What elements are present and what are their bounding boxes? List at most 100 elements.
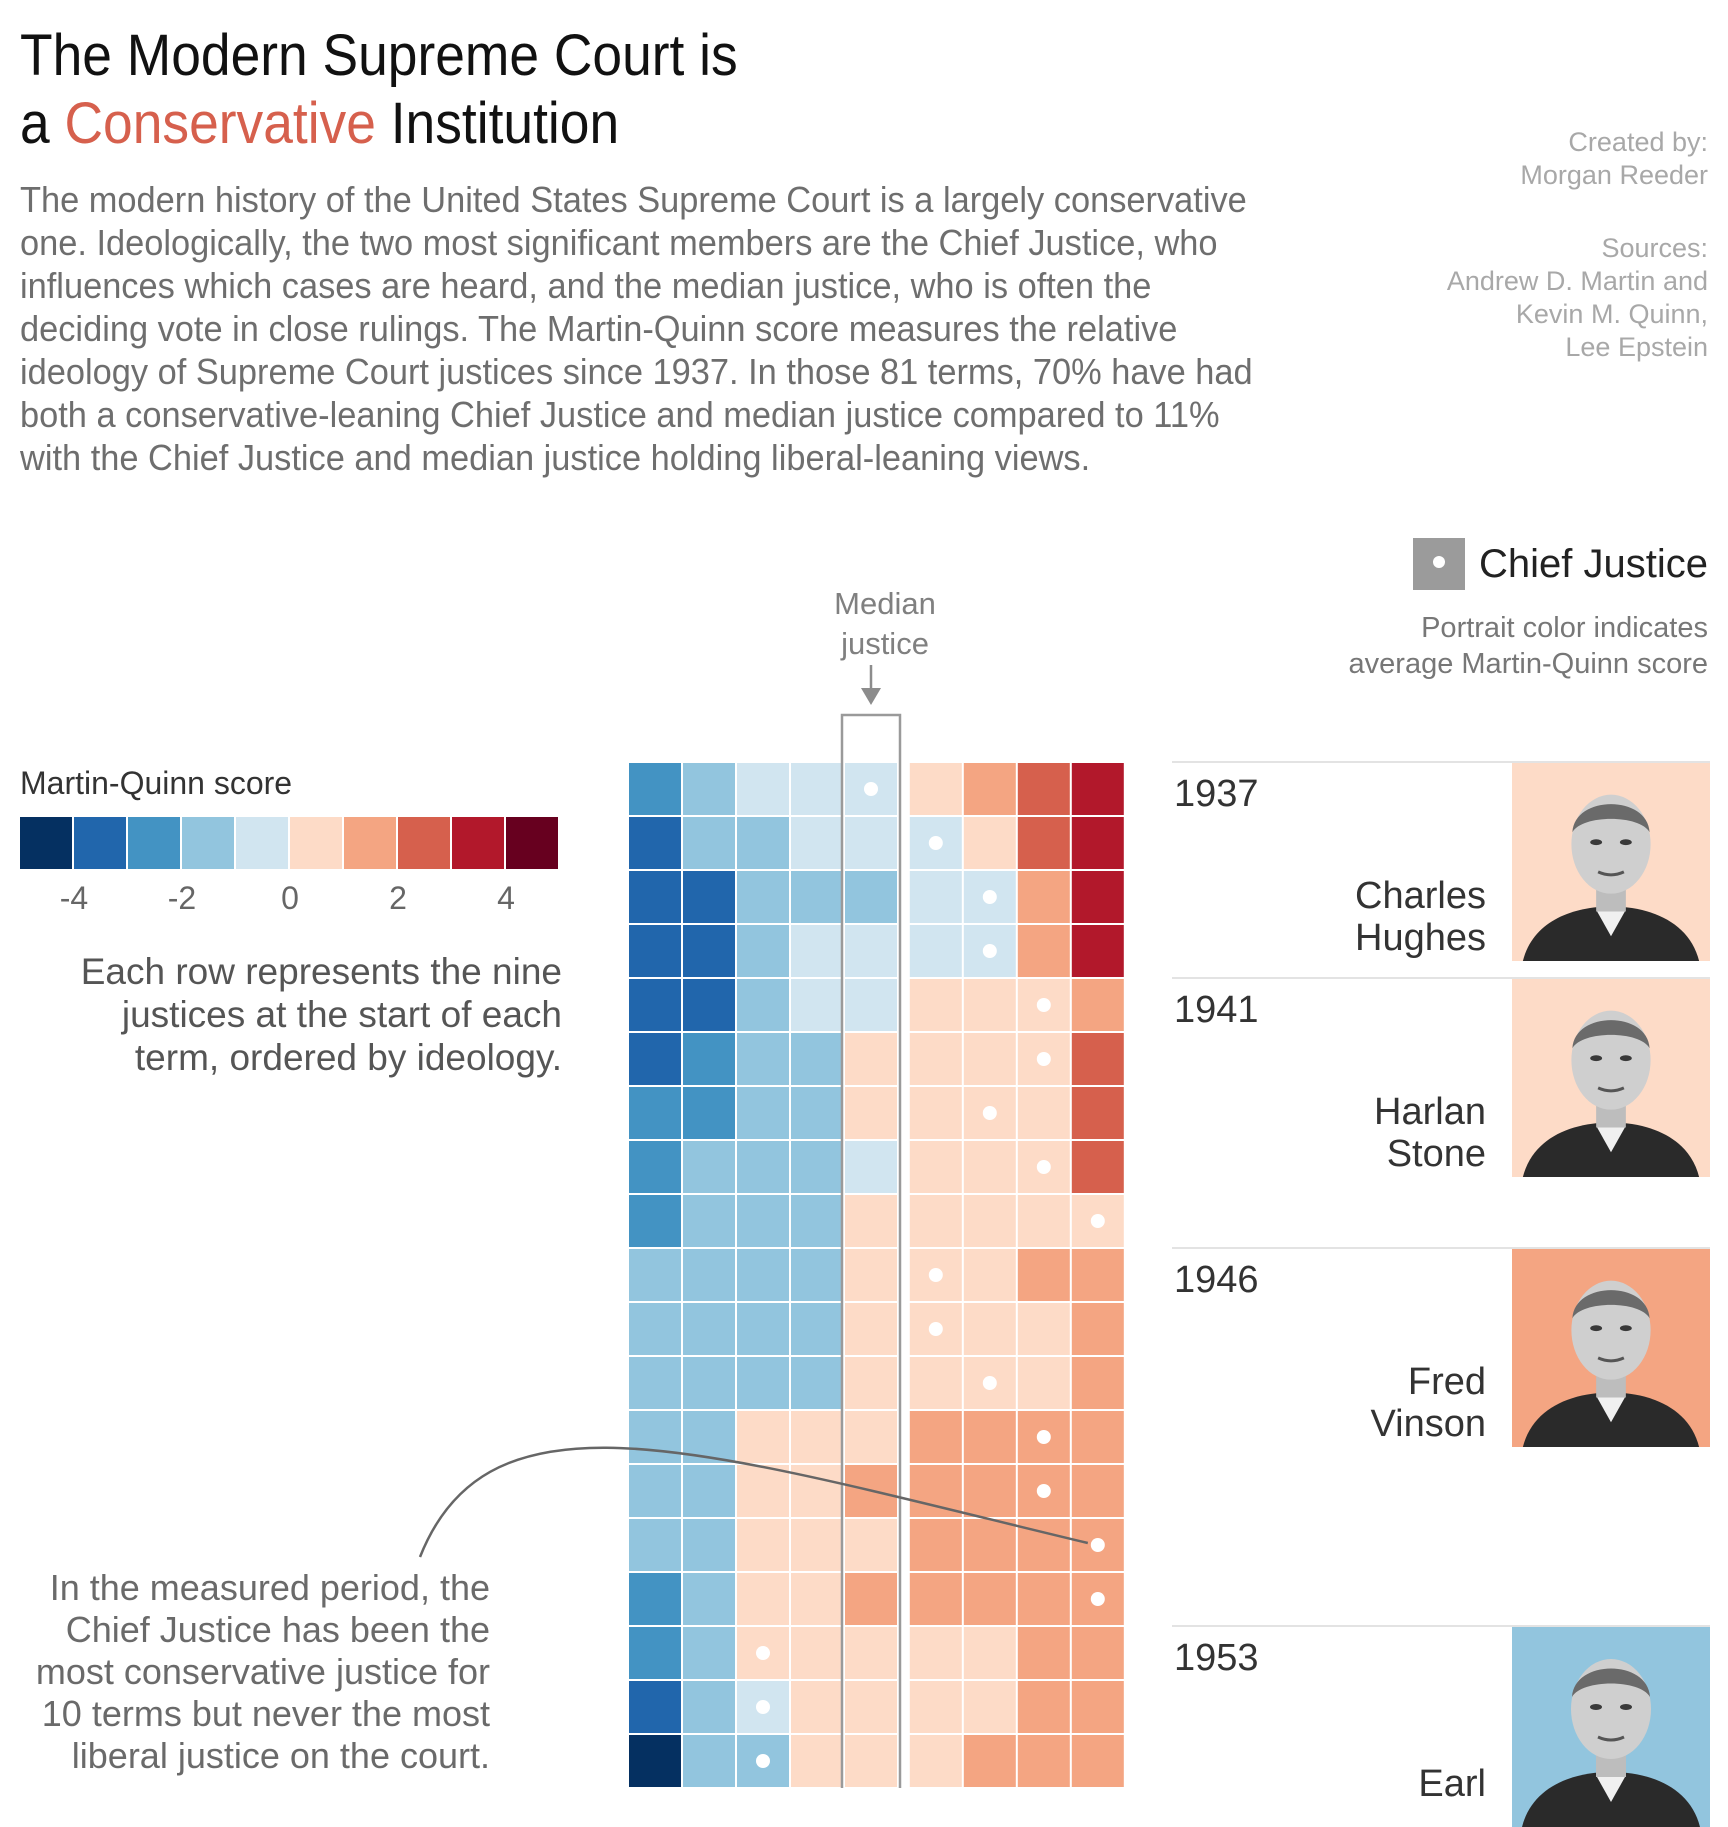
- chief-justice-legend: Chief Justice Portrait color indicates a…: [1349, 538, 1708, 682]
- chief-justice-key: Chief Justice: [1349, 538, 1708, 590]
- heatmap-cell: [683, 1141, 735, 1193]
- heatmap-cell: [963, 1303, 1016, 1355]
- chief-first-name: Harlan: [1374, 1091, 1486, 1133]
- heatmap-cell: [845, 1627, 897, 1679]
- heatmap-cell: [683, 1627, 735, 1679]
- heatmap-cell: [737, 1087, 789, 1139]
- heatmap-cell: [791, 1519, 843, 1571]
- source-line-3: Lee Epstein: [1565, 332, 1708, 362]
- heatmap-cell: [845, 1411, 897, 1463]
- chief-justice-dot: [982, 944, 997, 958]
- heatmap-cell: [1017, 1357, 1070, 1409]
- heatmap-cell: [963, 1141, 1016, 1193]
- heatmap-cell: [683, 1303, 735, 1355]
- chief-justice-dot: [756, 1646, 770, 1660]
- heatmap-cell: [683, 979, 735, 1031]
- heatmap-cell: [629, 1195, 681, 1247]
- heatmap-cell: [845, 1357, 897, 1409]
- heatmap-cell: [1017, 1249, 1070, 1301]
- heatmap-cell: [791, 871, 843, 923]
- portrait-silhouette-icon: [1522, 1280, 1700, 1447]
- title-highlight: Conservative: [64, 91, 376, 156]
- median-label-line-2: justice: [841, 626, 929, 661]
- heatmap-cell: [683, 1195, 735, 1247]
- heatmap-cell: [845, 1519, 897, 1571]
- heatmap-cell: [629, 979, 681, 1031]
- chief-first-name: Fred: [1407, 1361, 1486, 1403]
- heatmap-cell: [683, 1681, 735, 1733]
- heatmap-cell: [1017, 1303, 1070, 1355]
- heatmap-cell: [737, 1519, 789, 1571]
- heatmap-cell: [963, 1627, 1016, 1679]
- chief-justice-dot: [982, 1106, 997, 1120]
- source-line-2: Kevin M. Quinn,: [1515, 299, 1708, 329]
- heatmap-cell: [845, 1249, 897, 1301]
- heatmap-cell: [1071, 1465, 1124, 1517]
- heatmap-cell: [1017, 1735, 1070, 1787]
- heatmap-cell: [683, 1249, 735, 1301]
- heatmap-cell: [1017, 817, 1070, 869]
- title-suffix: Institution: [375, 91, 620, 156]
- heatmap-cell: [909, 1195, 962, 1247]
- scale-swatch: [290, 817, 342, 869]
- scale-swatch: [452, 817, 504, 869]
- heatmap-cell: [1071, 1627, 1124, 1679]
- heatmap-cell: [1071, 979, 1124, 1031]
- heatmap-cell: [629, 817, 681, 869]
- heatmap-cell: [909, 1033, 962, 1085]
- heatmap-cell: [845, 925, 897, 977]
- heatmap-cell: [909, 1735, 962, 1787]
- chief-name: Harlan Stone: [1266, 1091, 1486, 1175]
- heatmap-cell: [683, 1357, 735, 1409]
- scale-swatch: [74, 817, 126, 869]
- heatmap-cell: [909, 1627, 962, 1679]
- heatmap-cell: [1017, 925, 1070, 977]
- chief-first-name: Earl: [1418, 1763, 1486, 1805]
- heatmap-cell: [683, 1465, 735, 1517]
- created-by-label: Created by:: [1568, 127, 1708, 157]
- portrait-silhouette-icon: [1522, 1010, 1700, 1177]
- justice-heatmap: [418, 665, 1124, 1788]
- heatmap-cell: [629, 1573, 681, 1625]
- chief-last-name: Hughes: [1355, 917, 1486, 959]
- chief-portrait: [1512, 763, 1710, 961]
- heatmap-cell: [963, 1519, 1016, 1571]
- chief-justice-dot: [756, 1700, 770, 1714]
- heatmap-cell: [737, 1249, 789, 1301]
- heatmap-cell: [1071, 925, 1124, 977]
- chief-last-name: Vinson: [1370, 1403, 1486, 1445]
- heatmap-cell: [629, 1681, 681, 1733]
- heatmap-cell: [909, 1573, 962, 1625]
- heatmap-cell: [845, 1195, 897, 1247]
- created-by-block: Created by: Morgan Reeder: [1368, 126, 1708, 192]
- heatmap-cell: [1017, 1087, 1070, 1139]
- heatmap-cell: [845, 1303, 897, 1355]
- chief-justice-entry: 1937 Charles Hughes: [1172, 761, 1710, 979]
- chief-justice-dot: [928, 836, 943, 850]
- heatmap-cell: [791, 1411, 843, 1463]
- heatmap-cell: [1017, 1627, 1070, 1679]
- heatmap-cell: [845, 1681, 897, 1733]
- chief-justice-dot: [1036, 1484, 1051, 1498]
- heatmap-cell: [909, 871, 962, 923]
- heatmap-cell: [963, 1033, 1016, 1085]
- heatmap-cell: [683, 871, 735, 923]
- chief-justice-dot: [1090, 1214, 1105, 1228]
- heatmap-cell: [737, 1357, 789, 1409]
- heatmap-cell: [629, 1303, 681, 1355]
- chief-justice-dot: [1036, 998, 1051, 1012]
- heatmap-cell: [845, 1033, 897, 1085]
- heatmap-cell: [629, 1357, 681, 1409]
- heatmap-cell: [909, 1519, 962, 1571]
- heatmap-cell: [629, 1141, 681, 1193]
- color-scale-bar: [20, 817, 560, 869]
- heatmap-cell: [629, 1519, 681, 1571]
- chief-justice-swatch: [1413, 538, 1466, 590]
- heatmap-cell: [683, 925, 735, 977]
- heatmap-cell: [1071, 1735, 1124, 1787]
- heatmap-cell: [909, 925, 962, 977]
- heatmap-cell: [629, 763, 681, 815]
- heatmap-cell: [737, 925, 789, 977]
- heatmap-cell: [845, 1141, 897, 1193]
- portrait-silhouette-icon: [1522, 1659, 1700, 1827]
